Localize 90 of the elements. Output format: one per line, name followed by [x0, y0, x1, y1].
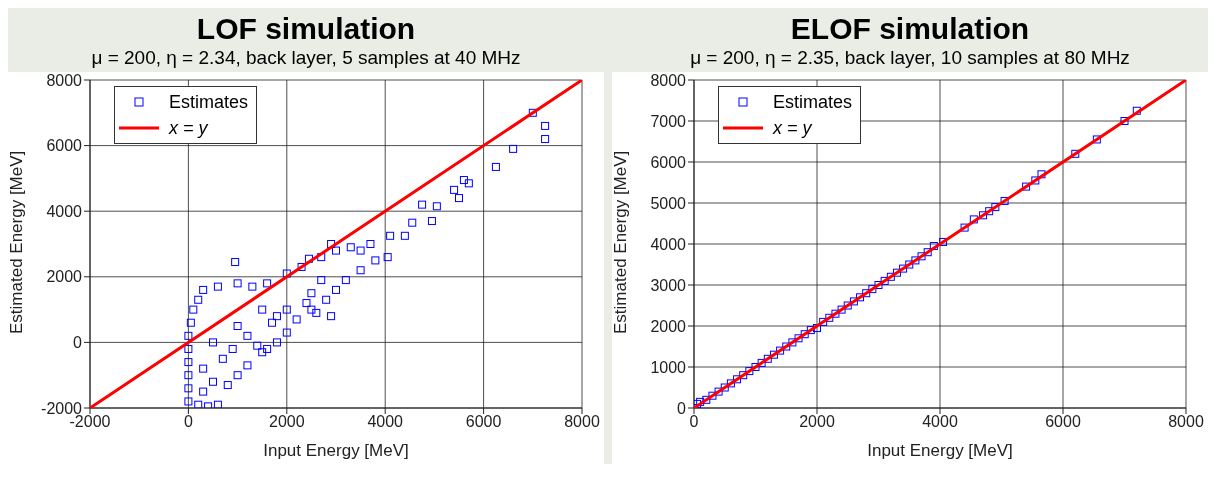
y-tick-label: 8000: [46, 71, 83, 89]
point: [886, 272, 895, 281]
point: [837, 305, 846, 314]
point: [929, 242, 938, 251]
point: [856, 293, 865, 302]
chart-title: LOF simulation: [195, 12, 417, 46]
point: [899, 264, 908, 273]
legend-label: Estimates: [169, 91, 249, 114]
x-tick-label: 8000: [1168, 413, 1204, 431]
point: [825, 313, 834, 322]
x-tick-label: 0: [183, 413, 193, 431]
point: [1037, 170, 1046, 179]
y-tick-label: 3000: [650, 276, 687, 294]
point: [757, 358, 766, 367]
point: [720, 383, 729, 392]
point: [1120, 117, 1129, 125]
y-axis-title: Estimated Energy [MeV]: [7, 150, 27, 334]
point: [806, 326, 815, 335]
y-tick-label: 1000: [650, 358, 687, 376]
legend-label: x = y: [169, 117, 208, 140]
point: [800, 330, 809, 339]
point: [1000, 196, 1009, 205]
chart-subtitle: μ = 200, η = 2.35, back layer, 10 samples at 80 MHz: [689, 46, 1131, 70]
x-tick-label: 4000: [922, 413, 958, 431]
point: [708, 391, 717, 400]
point: [726, 379, 735, 388]
point: [813, 324, 821, 333]
point: [874, 281, 883, 289]
x-tick-label: 8000: [564, 413, 600, 431]
x-tick-label: 2000: [269, 413, 305, 431]
point: [979, 211, 988, 220]
point: [769, 350, 778, 359]
point: [868, 285, 877, 294]
point: [991, 203, 1000, 212]
y-tick-label: 2000: [650, 317, 687, 335]
point: [702, 395, 711, 404]
point: [739, 371, 748, 380]
x-tick-label: 4000: [367, 413, 404, 431]
x-tick-label: 2000: [799, 413, 835, 431]
y-tick-label: 7000: [650, 112, 687, 130]
point: [849, 297, 858, 306]
y-tick-label: 8000: [650, 71, 687, 89]
point: [862, 289, 871, 298]
point: [905, 260, 914, 269]
point: [880, 276, 889, 285]
point: [794, 334, 803, 343]
point: [843, 301, 852, 310]
point: [923, 248, 932, 257]
point: [696, 397, 705, 406]
y-tick-label: 6000: [650, 153, 687, 171]
point: [745, 367, 754, 376]
x-tick-label: 6000: [465, 413, 502, 431]
y-tick-label: 0: [677, 399, 687, 417]
point: [939, 237, 948, 246]
y-tick-label: 4000: [650, 235, 687, 253]
x-axis-title: Input Energy [MeV]: [263, 441, 409, 460]
chart-subtitle: μ = 200, η = 2.34, back layer, 5 samples at 40 MHz: [90, 46, 522, 70]
point: [751, 363, 760, 371]
point: [1071, 149, 1080, 158]
point: [917, 252, 926, 261]
point: [782, 342, 791, 351]
point: [714, 387, 723, 396]
point: [1132, 106, 1141, 115]
point: [831, 309, 840, 318]
y-axis-title: Estimated Energy [MeV]: [611, 150, 631, 334]
point: [969, 215, 978, 224]
legend-label: x = y: [773, 117, 812, 140]
point: [1031, 176, 1040, 185]
y-tick-label: 0: [73, 334, 83, 352]
chart-title: ELOF simulation: [789, 12, 1031, 46]
point: [960, 223, 969, 232]
point: [911, 256, 920, 265]
x-tick-label: 6000: [1045, 413, 1081, 431]
point: [776, 346, 785, 355]
point: [892, 268, 901, 277]
y-tick-label: 5000: [650, 194, 687, 212]
point: [985, 207, 994, 216]
point: [1092, 135, 1101, 144]
point: [763, 354, 772, 363]
point: [733, 375, 742, 384]
y-tick-label: 6000: [46, 137, 83, 155]
legend-label: Estimates: [773, 91, 853, 114]
point: [1022, 182, 1031, 191]
y-tick-label: 2000: [46, 268, 83, 286]
point: [788, 338, 797, 347]
x-tick-label: -2000: [69, 413, 111, 431]
x-tick-label: 0: [689, 413, 699, 431]
y-tick-label: 4000: [46, 202, 83, 220]
x-axis-title: Input Energy [MeV]: [867, 441, 1013, 460]
point: [819, 317, 828, 326]
